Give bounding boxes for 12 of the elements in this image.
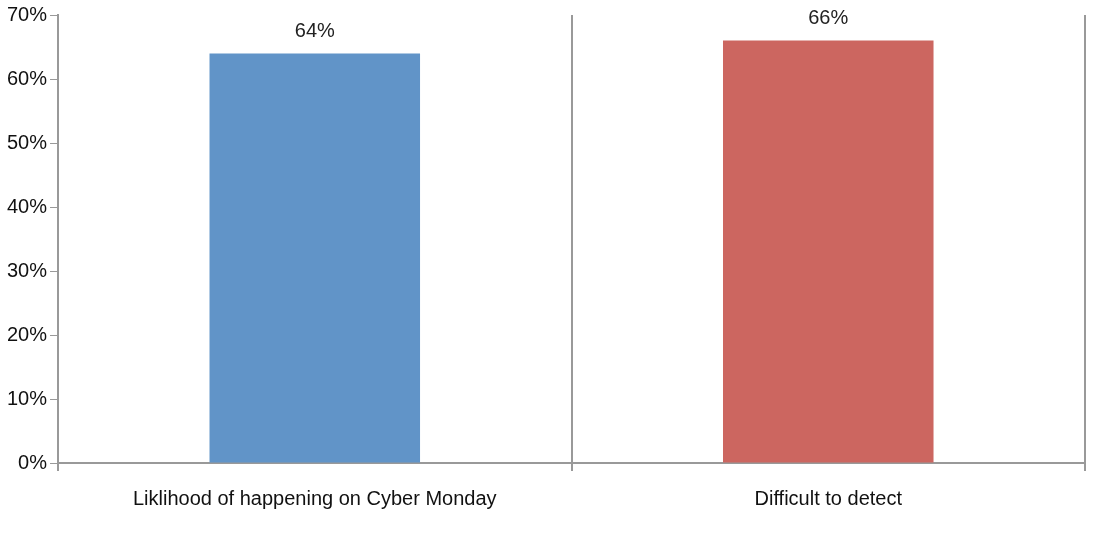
data-label: 64% (294, 18, 335, 41)
y-tick-label: 0% (18, 450, 48, 473)
y-tick-label: 60% (7, 66, 48, 89)
x-tick-label: Liklihood of happening on Cyber Monday (132, 486, 497, 509)
y-tick-label: 40% (7, 194, 48, 217)
y-tick-label: 20% (7, 322, 48, 345)
y-tick-label: 10% (7, 386, 48, 409)
x-tick-label: Difficult to detect (754, 486, 903, 509)
y-tick-label: 70% (7, 2, 48, 25)
data-label: 66% (808, 6, 849, 29)
y-tick-label: 30% (7, 258, 48, 281)
y-tick-label: 50% (7, 130, 48, 153)
